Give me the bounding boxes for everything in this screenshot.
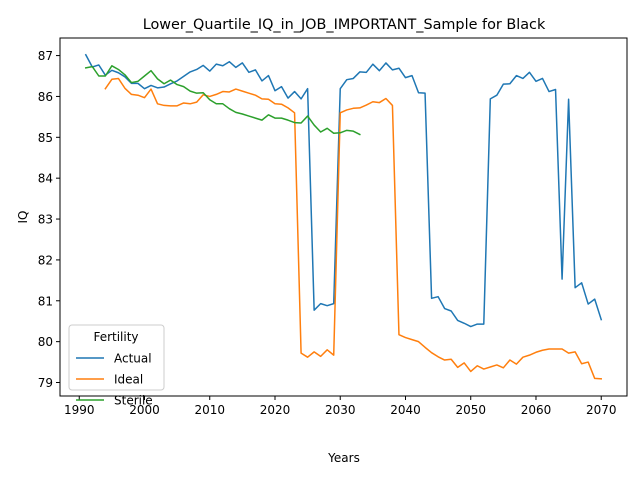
series-line-actual [84,53,603,328]
x-tick-label: 2040 [390,403,421,417]
legend-label-sterile: Sterile [114,394,153,408]
y-tick-label: 86 [38,90,53,104]
x-axis-ticks: 1990 2000 2010 2020 2030 2040 2050 2060 2070 [64,396,617,417]
legend-label-ideal: Ideal [114,373,143,387]
y-tick-label: 87 [38,49,53,63]
x-tick-label: 2070 [586,403,617,417]
y-tick-label: 80 [38,335,53,349]
y-axis-ticks: 79 80 81 82 83 84 85 86 87 [38,49,60,390]
y-tick-label: 85 [38,131,53,145]
y-tick-label: 82 [38,253,53,267]
series-line-ideal [104,77,603,380]
y-tick-label: 81 [38,294,53,308]
legend-entries: Actual Ideal Sterile [76,352,153,408]
x-tick-label: 2030 [325,403,356,417]
x-tick-label: 2060 [521,403,552,417]
series-layer [84,53,603,380]
y-tick-label: 84 [38,172,53,186]
y-tick-label: 83 [38,213,53,227]
plot-frame [59,37,628,397]
x-tick-label: 2050 [455,403,486,417]
x-tick-label: 2020 [260,403,291,417]
y-tick-label: 79 [38,376,53,390]
legend-label-actual: Actual [114,352,152,366]
legend-title: Fertility [93,330,138,344]
legend: Fertility Actual Ideal Sterile [68,324,165,408]
x-tick-label: 2000 [129,403,160,417]
x-tick-label: 1990 [64,403,95,417]
chart-title: Lower_Quartile_IQ_in_JOB_IMPORTANT_Sampl… [143,17,546,33]
legend-box [68,324,165,391]
y-axis-label: IQ [16,211,30,224]
x-axis-label: Years [327,451,360,465]
x-tick-label: 2010 [194,403,225,417]
series-line-sterile [84,65,361,136]
